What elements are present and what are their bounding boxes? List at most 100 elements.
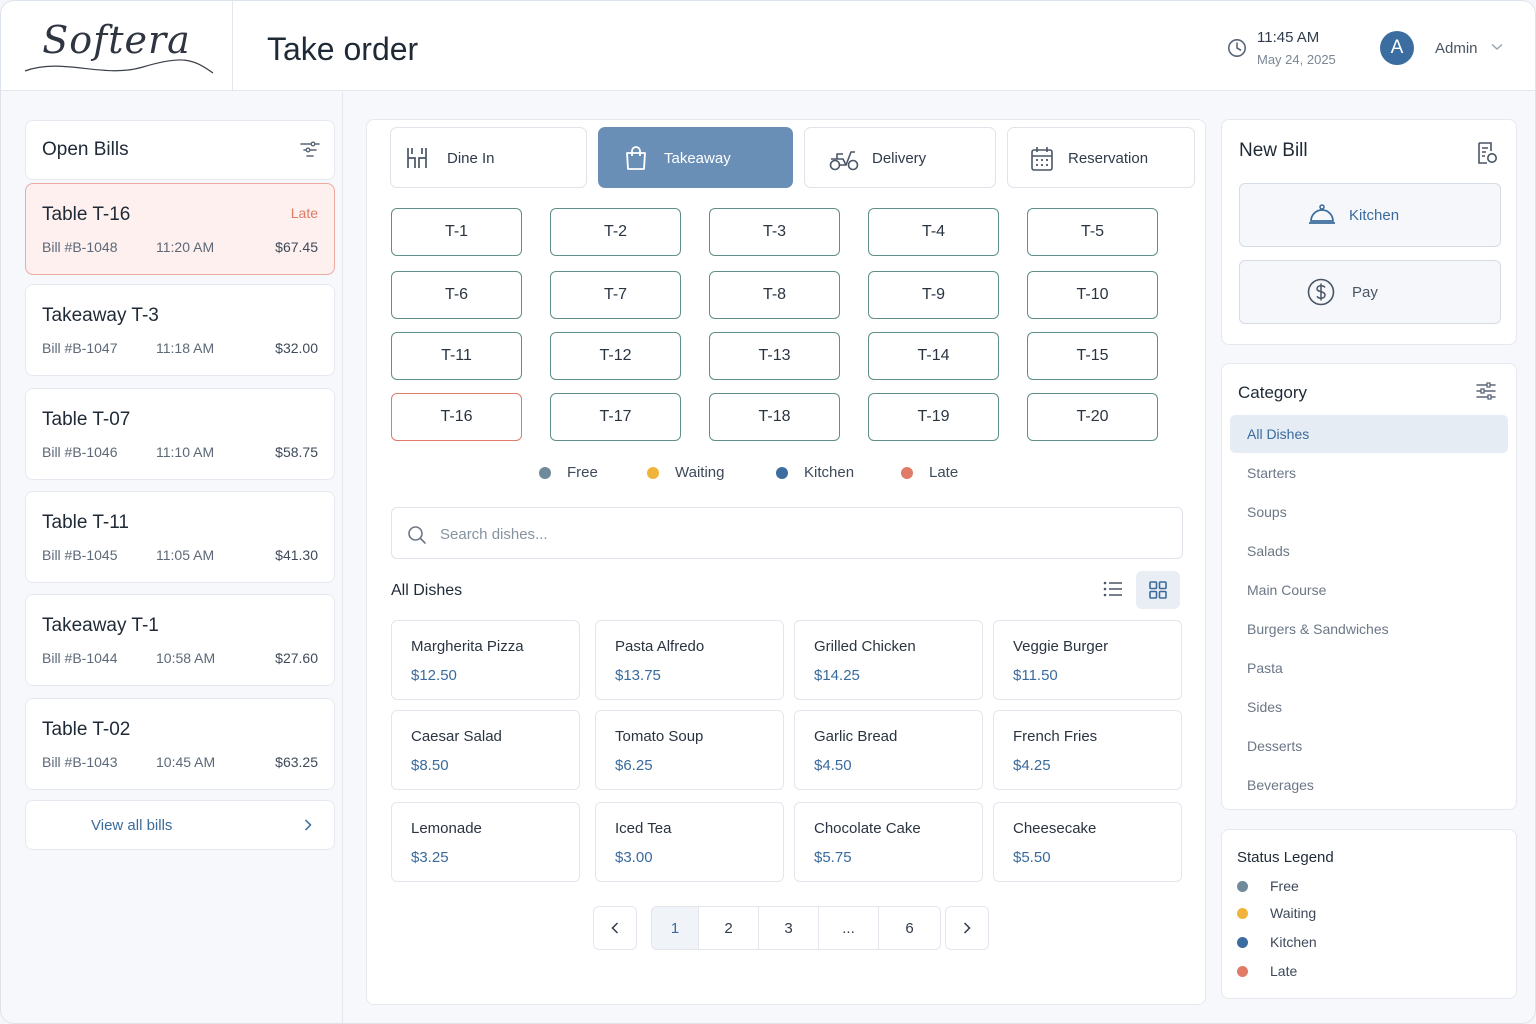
bill-status-badge: Late [290, 205, 318, 221]
category-item-all-dishes[interactable]: All Dishes [1230, 415, 1508, 453]
dish-card[interactable]: Caesar Salad $8.50 [391, 710, 580, 790]
bill-card[interactable]: Takeaway T-3 Bill #B-1047 11:18 AM $32.0… [25, 284, 335, 376]
dish-card[interactable]: Chocolate Cake $5.75 [794, 802, 983, 882]
table-button-t-16[interactable]: T-16 [391, 393, 522, 441]
view-all-bills-button[interactable]: View all bills [25, 800, 335, 850]
table-button-t-15[interactable]: T-15 [1027, 332, 1158, 380]
bill-time: 10:45 AM [156, 754, 216, 770]
dish-name: Lemonade [411, 820, 482, 837]
bill-amount: $67.45 [275, 239, 318, 255]
tab-reservation[interactable]: Reservation [1007, 127, 1195, 188]
dish-card[interactable]: Margherita Pizza $12.50 [391, 620, 580, 700]
table-button-t-14[interactable]: T-14 [868, 332, 999, 380]
logo[interactable]: Softera [1, 1, 233, 91]
dish-card[interactable]: French Fries $4.25 [993, 710, 1182, 790]
dish-name: Grilled Chicken [814, 638, 916, 655]
pay-button-label: Pay [1352, 284, 1378, 301]
category-item-beverages[interactable]: Beverages [1247, 777, 1314, 793]
status-legend-label: Kitchen [1270, 934, 1317, 950]
search-icon [408, 526, 426, 544]
tab-dine-in[interactable]: Dine In [390, 127, 587, 188]
bill-card[interactable]: Table T-07 Bill #B-1046 11:10 AM $58.75 [25, 388, 335, 480]
search-input[interactable] [440, 520, 1160, 548]
dish-name: Tomato Soup [615, 728, 704, 745]
status-dot [1237, 965, 1248, 977]
table-button-t-3[interactable]: T-3 [709, 208, 840, 256]
table-button-t-4[interactable]: T-4 [868, 208, 999, 256]
tab-label: Dine In [447, 150, 495, 167]
filter-sliders-icon[interactable] [1476, 382, 1496, 400]
table-button-t-8[interactable]: T-8 [709, 271, 840, 319]
category-item-sides[interactable]: Sides [1247, 699, 1283, 715]
bill-number: Bill #B-1044 [42, 650, 118, 666]
next-page-button[interactable] [945, 906, 989, 950]
dish-card[interactable]: Lemonade $3.25 [391, 802, 580, 882]
table-button-t-6[interactable]: T-6 [391, 271, 522, 319]
legend-free: Free [539, 464, 598, 481]
category-item-burgers[interactable]: Burgers & Sandwiches [1247, 621, 1389, 637]
table-button-t-1[interactable]: T-1 [391, 208, 522, 256]
category-item-starters[interactable]: Starters [1247, 465, 1297, 481]
prev-page-button[interactable] [593, 906, 637, 950]
dish-card[interactable]: Tomato Soup $6.25 [595, 710, 784, 790]
bill-card[interactable]: Table T-11 Bill #B-1045 11:05 AM $41.30 [25, 491, 335, 583]
table-button-t-5[interactable]: T-5 [1027, 208, 1158, 256]
dish-price: $8.50 [411, 757, 449, 774]
table-button-t-10[interactable]: T-10 [1027, 271, 1158, 319]
table-button-t-11[interactable]: T-11 [391, 332, 522, 380]
table-button-t-7[interactable]: T-7 [550, 271, 681, 319]
table-button-t-18[interactable]: T-18 [709, 393, 840, 441]
category-item-pasta[interactable]: Pasta [1247, 660, 1283, 676]
bill-card[interactable]: Table T-16 Late Bill #B-1048 11:20 AM $6… [25, 183, 335, 275]
bill-time: 11:10 AM [156, 444, 215, 460]
grid-view-button[interactable] [1136, 571, 1180, 609]
dish-price: $14.25 [814, 667, 860, 684]
legend-kitchen: Kitchen [776, 464, 854, 481]
dish-card[interactable]: Cheesecake $5.50 [993, 802, 1182, 882]
tab-delivery[interactable]: Delivery [804, 127, 996, 188]
bill-card[interactable]: Table T-02 Bill #B-1043 10:45 AM $63.25 [25, 698, 335, 790]
bill-card[interactable]: Takeaway T-1 Bill #B-1044 10:58 AM $27.6… [25, 594, 335, 686]
page-button-2[interactable]: 2 [698, 906, 759, 950]
table-button-t-9[interactable]: T-9 [868, 271, 999, 319]
dish-price: $13.75 [615, 667, 661, 684]
page-button-6[interactable]: 6 [878, 906, 941, 950]
category-item-soups[interactable]: Soups [1247, 504, 1287, 520]
new-bill-title: New Bill [1239, 140, 1308, 161]
table-button-t-13[interactable]: T-13 [709, 332, 840, 380]
tab-takeaway[interactable]: Takeaway [598, 127, 793, 188]
dish-card[interactable]: Grilled Chicken $14.25 [794, 620, 983, 700]
kitchen-button[interactable]: Kitchen [1239, 183, 1501, 247]
page-button-1[interactable]: 1 [651, 906, 699, 950]
page-button-3[interactable]: 3 [758, 906, 819, 950]
dish-card[interactable]: Iced Tea $3.00 [595, 802, 784, 882]
chevron-down-icon[interactable] [1491, 43, 1503, 51]
dish-search[interactable] [391, 507, 1183, 559]
table-button-t-2[interactable]: T-2 [550, 208, 681, 256]
tab-label: Delivery [872, 150, 927, 167]
bill-amount: $32.00 [275, 340, 318, 356]
open-bills-header: Open Bills [25, 120, 335, 180]
pay-button[interactable]: Pay [1239, 260, 1501, 324]
bill-number: Bill #B-1043 [42, 754, 118, 770]
dish-card[interactable]: Garlic Bread $4.50 [794, 710, 983, 790]
dish-card[interactable]: Veggie Burger $11.50 [993, 620, 1182, 700]
table-button-t-17[interactable]: T-17 [550, 393, 681, 441]
filter-icon[interactable] [300, 141, 320, 159]
avatar[interactable]: A [1380, 31, 1414, 65]
user-menu-label[interactable]: Admin [1435, 40, 1478, 57]
table-button-t-20[interactable]: T-20 [1027, 393, 1158, 441]
dish-price: $6.25 [615, 757, 653, 774]
table-button-t-19[interactable]: T-19 [868, 393, 999, 441]
category-panel: Category All Dishes Starters Soups Salad… [1221, 363, 1517, 810]
category-item-salads[interactable]: Salads [1247, 543, 1290, 559]
table-button-t-12[interactable]: T-12 [550, 332, 681, 380]
category-item-main-course[interactable]: Main Course [1247, 582, 1327, 598]
receipt-icon[interactable] [1476, 141, 1498, 165]
dish-card[interactable]: Pasta Alfredo $13.75 [595, 620, 784, 700]
dish-price: $11.50 [1013, 667, 1058, 684]
list-view-button[interactable] [1095, 571, 1131, 607]
bill-time: 11:05 AM [156, 547, 215, 563]
grid-icon [1149, 581, 1167, 599]
category-item-desserts[interactable]: Desserts [1247, 738, 1303, 754]
